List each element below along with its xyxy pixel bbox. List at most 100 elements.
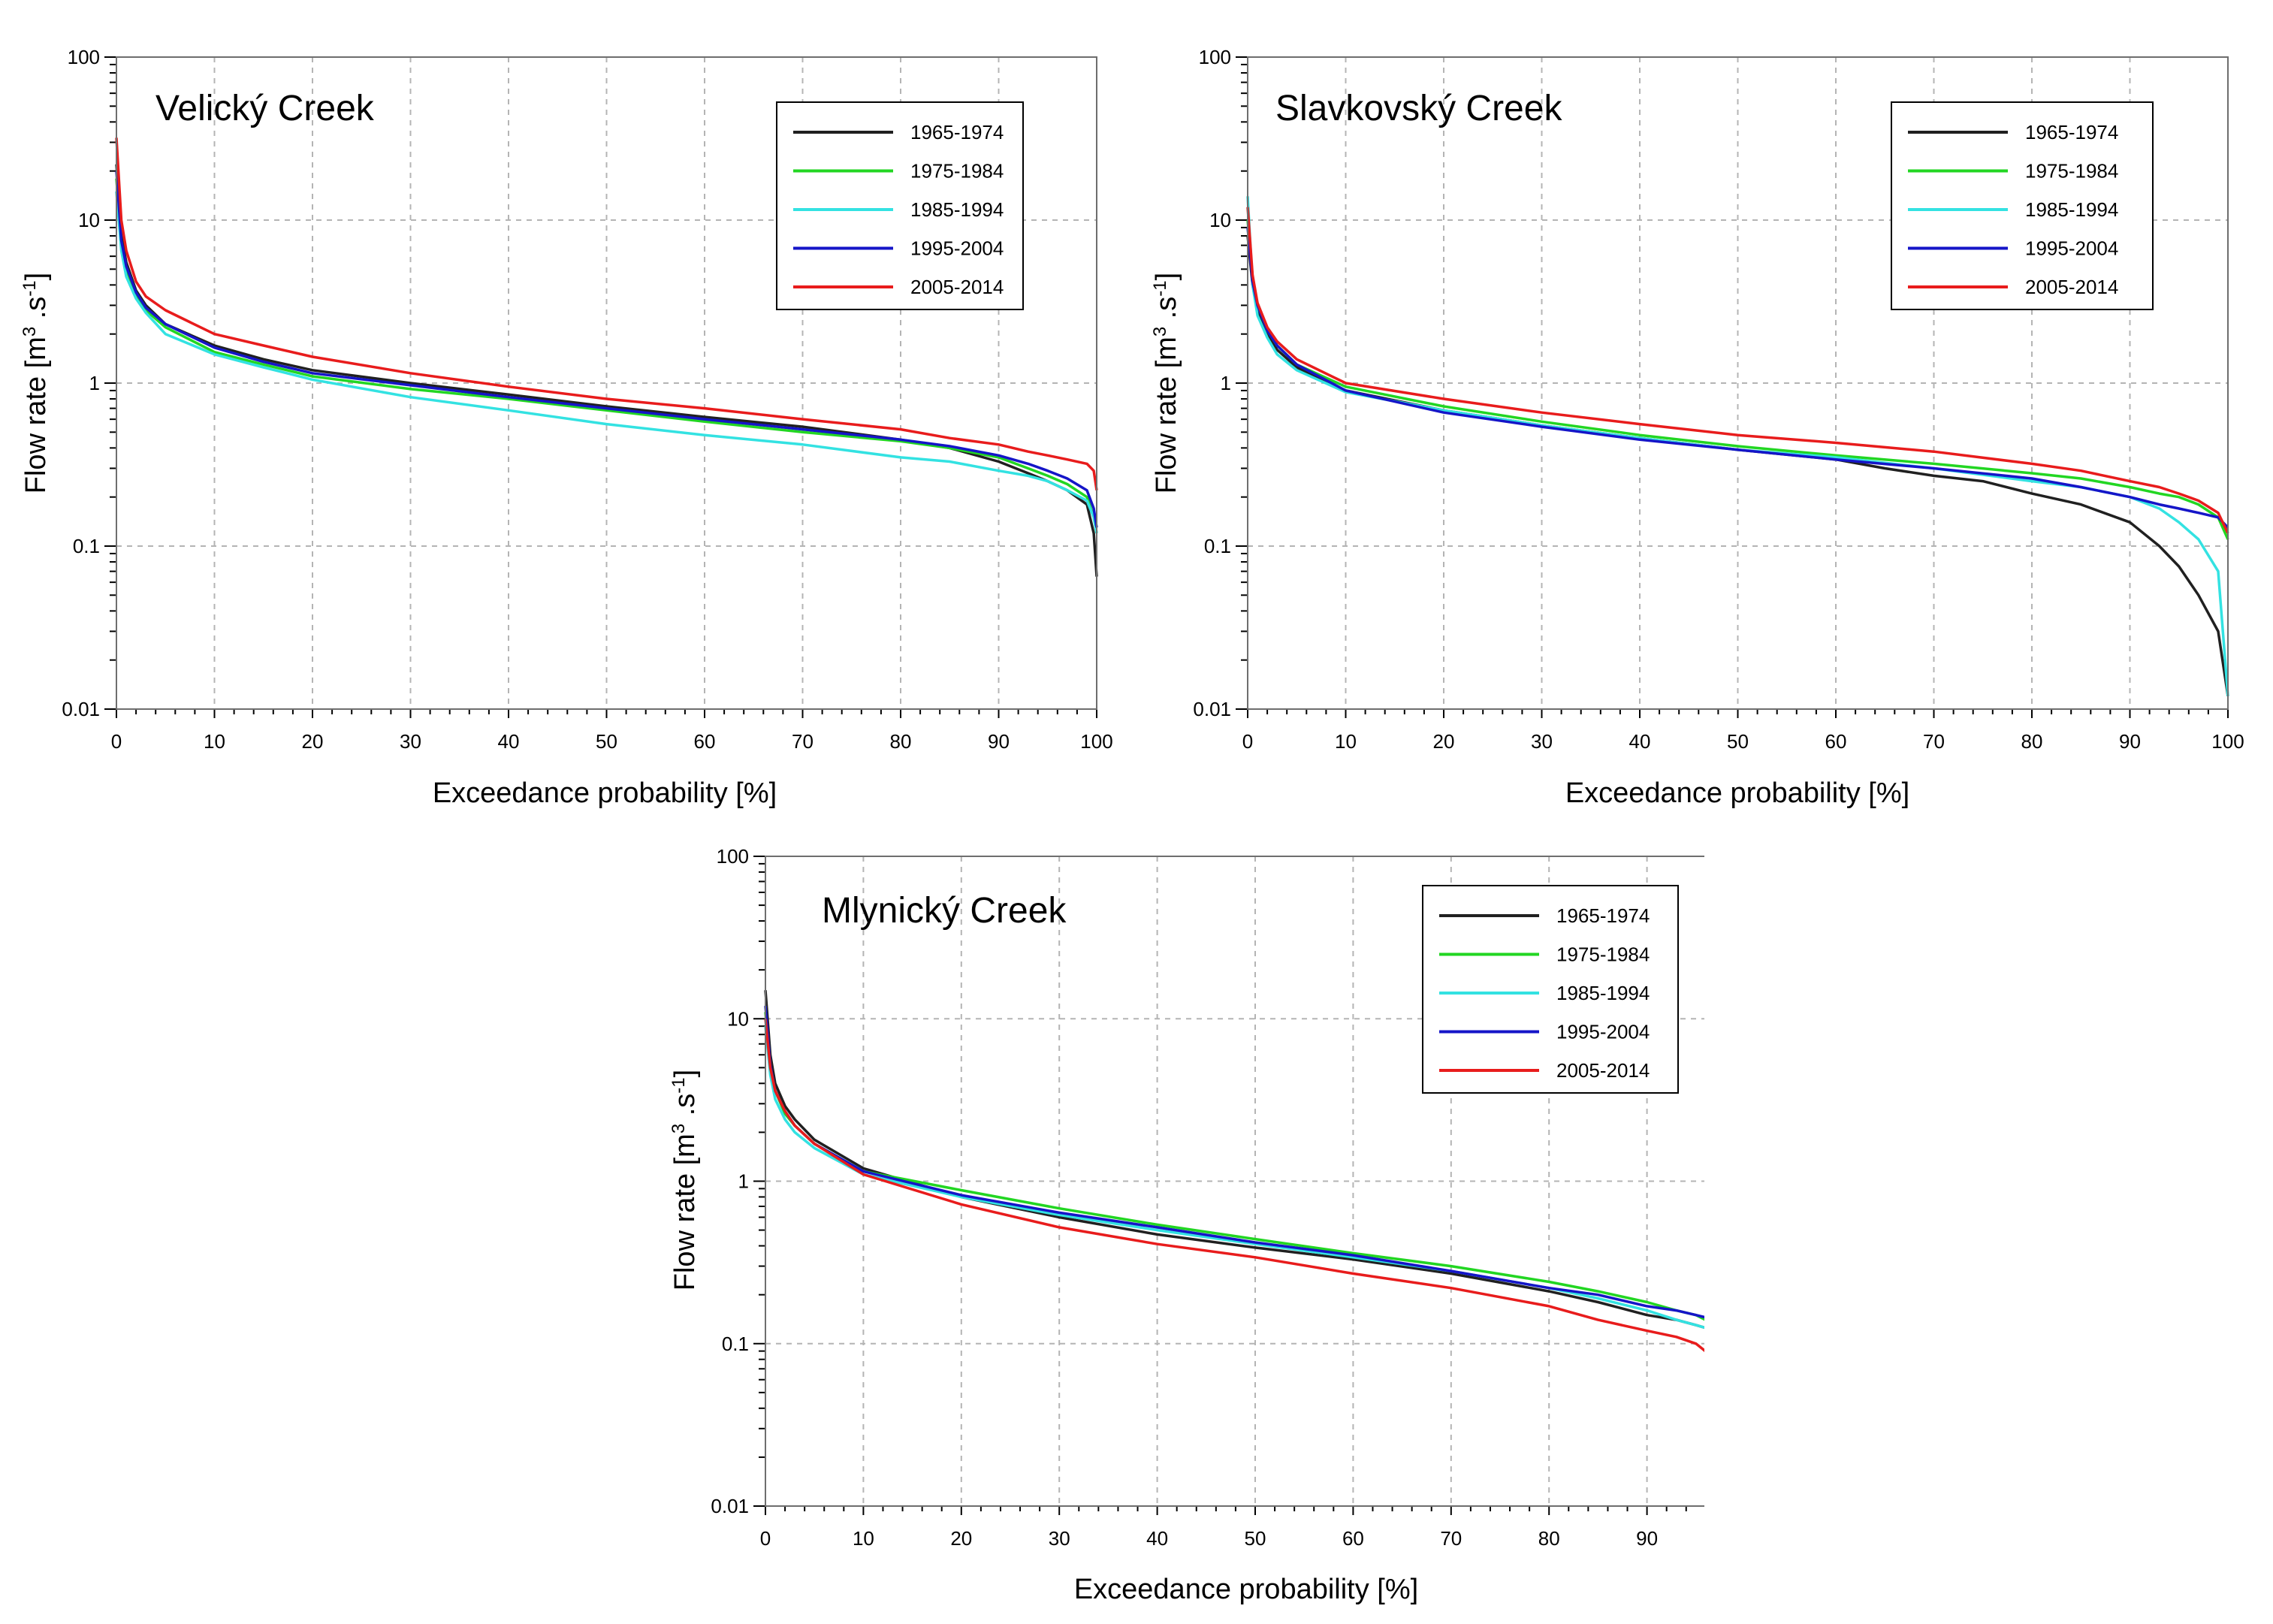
- y-tick-label: 10: [727, 1007, 749, 1030]
- ylabel-superscript: 3: [1150, 327, 1170, 337]
- axis-ticks: [1236, 56, 2229, 718]
- legend-label-1985-1994: 1985-1994: [1556, 982, 1650, 1004]
- plot-frame: [765, 856, 1704, 1507]
- x-tick-label: 60: [1825, 730, 1847, 753]
- x-tick-label: 100: [1080, 730, 1112, 753]
- ylabel-text: .s: [669, 1094, 701, 1124]
- legend-label-1965-1974: 1965-1974: [910, 121, 1004, 143]
- chart-title: Slavkovský Creek: [1275, 89, 1562, 128]
- x-axis-label: Exceedance probability [%]: [433, 777, 777, 809]
- series-line-2005-2014: [115, 137, 1098, 491]
- ylabel-superscript: -1: [20, 280, 40, 296]
- series-line-2005-2014: [1246, 207, 2229, 534]
- series-line-1985-1994: [115, 191, 1098, 534]
- legend-label-1985-1994: 1985-1994: [2025, 198, 2118, 221]
- ylabel-text: .s: [20, 297, 52, 327]
- ylabel-text: .s: [1151, 297, 1182, 327]
- chart-title: Mlynický Creek: [822, 891, 1067, 931]
- ylabel-text: Flow rate [m: [20, 337, 52, 494]
- plot-frame: [116, 56, 1097, 710]
- x-tick-label: 50: [1245, 1527, 1266, 1550]
- y-tick-label: 0.01: [1193, 698, 1231, 720]
- ylabel-superscript: -1: [1150, 280, 1170, 296]
- legend: 1965-1974 1975-1984 1985-1994 1995-2004 2005…: [1422, 885, 1679, 1094]
- legend-label-1965-1974: 1965-1974: [1556, 904, 1650, 927]
- x-tick-label: 50: [1727, 730, 1749, 753]
- x-tick-label: 30: [1049, 1527, 1070, 1550]
- series-line-1995-2004: [115, 171, 1098, 528]
- chart-slavkovsky-creek: 0 10 20 30 40 50 60 70 80 90 100 0.01 0.1 1 10 100 Slav…: [1150, 46, 2244, 809]
- ylabel-text: Flow rate [m: [1151, 337, 1182, 494]
- y-tick-label: 10: [78, 209, 100, 231]
- y-axis-label: Flow rate [m3 .s-1]: [1150, 273, 1183, 494]
- x-tick-label: 40: [1146, 1527, 1168, 1550]
- legend-label-1995-2004: 1995-2004: [2025, 237, 2118, 260]
- x-tick-label: 10: [853, 1527, 874, 1550]
- x-tick-label: 70: [1923, 730, 1945, 753]
- x-tick-label: 10: [1335, 730, 1357, 753]
- y-tick-label: 0.1: [722, 1333, 749, 1355]
- legend-box: [1422, 885, 1679, 1094]
- legend-label-1965-1974: 1965-1974: [2025, 121, 2118, 143]
- y-tick-label: 100: [68, 46, 100, 68]
- legend-label-1995-2004: 1995-2004: [1556, 1021, 1650, 1043]
- y-tick-label: 0.01: [62, 698, 100, 720]
- legend-label-1995-2004: 1995-2004: [910, 237, 1004, 260]
- legend-box: [776, 101, 1024, 310]
- x-tick-label: 80: [890, 730, 912, 753]
- ylabel-text: Flow rate [m: [669, 1133, 701, 1290]
- chart-title: Velický Creek: [155, 89, 375, 128]
- series-lines: [115, 137, 1098, 577]
- x-tick-label: 60: [1342, 1527, 1364, 1550]
- y-tick-label: 1: [89, 372, 100, 394]
- y-axis-label: Flow rate [m3 .s-1]: [669, 1070, 702, 1290]
- legend-box: [1891, 101, 2154, 310]
- x-tick-label: 0: [1242, 730, 1253, 753]
- x-tick-label: 80: [2021, 730, 2043, 753]
- y-tick-label: 10: [1209, 209, 1231, 231]
- x-tick-label: 0: [760, 1527, 771, 1550]
- legend-label-1985-1994: 1985-1994: [910, 198, 1004, 221]
- x-tick-label: 40: [1629, 730, 1651, 753]
- y-tick-label: 100: [717, 845, 749, 868]
- series-line-1995-2004: [1246, 227, 2229, 529]
- x-tick-label: 10: [204, 730, 225, 753]
- axis-ticks: [104, 56, 1097, 718]
- ylabel-superscript: 3: [669, 1124, 689, 1133]
- x-tick-label: 90: [2119, 730, 2141, 753]
- series-lines: [1246, 196, 2229, 697]
- chart-velicky-creek: 0 10 20 30 40 50 60 70 80 90 100 0.01 0.1 1 10 100 Veli…: [20, 46, 1113, 809]
- x-tick-label: 100: [2211, 730, 2244, 753]
- ylabel-text: ]: [1151, 273, 1182, 281]
- x-tick-label: 80: [1538, 1527, 1560, 1550]
- x-tick-label: 90: [1636, 1527, 1658, 1550]
- series-lines: [764, 990, 1704, 1353]
- legend: 1965-1974 1975-1984 1985-1994 1995-2004 2005…: [776, 101, 1024, 310]
- y-axis-label: Flow rate [m3 .s-1]: [20, 273, 53, 494]
- ylabel-text: ]: [669, 1070, 701, 1078]
- x-tick-label: 30: [1531, 730, 1553, 753]
- ylabel-text: ]: [20, 273, 52, 281]
- x-tick-label: 20: [302, 730, 324, 753]
- x-tick-label: 20: [950, 1527, 972, 1550]
- legend-label-2005-2014: 2005-2014: [1556, 1059, 1650, 1082]
- x-tick-label: 40: [498, 730, 520, 753]
- y-tick-label: 0.01: [711, 1495, 749, 1517]
- x-tick-label: 0: [111, 730, 122, 753]
- legend-label-2005-2014: 2005-2014: [2025, 276, 2118, 298]
- x-axis-label: Exceedance probability [%]: [1074, 1574, 1418, 1605]
- x-axis-label: Exceedance probability [%]: [1565, 777, 1909, 809]
- y-tick-label: 0.1: [73, 535, 100, 557]
- legend: 1965-1974 1975-1984 1985-1994 1995-2004 2005…: [1891, 101, 2154, 310]
- y-tick-label: 1: [738, 1170, 749, 1193]
- x-tick-label: 30: [400, 730, 421, 753]
- legend-label-1975-1984: 1975-1984: [910, 160, 1004, 183]
- y-tick-label: 100: [1199, 46, 1231, 68]
- x-tick-label: 70: [1440, 1527, 1462, 1550]
- x-tick-label: 20: [1433, 730, 1455, 753]
- x-tick-label: 70: [792, 730, 814, 753]
